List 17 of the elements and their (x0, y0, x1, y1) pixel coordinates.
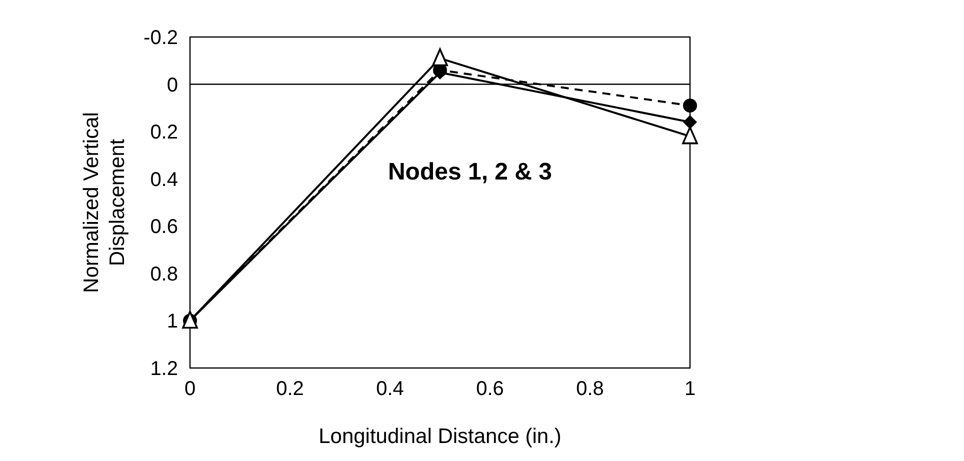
x-tick-label: 0.2 (276, 378, 304, 400)
x-tick-label: 0.6 (476, 378, 504, 400)
y-tick-label: 1 (166, 310, 178, 333)
x-tick-label: 0.4 (376, 378, 404, 400)
annotation: Nodes 1, 2 & 3 (388, 158, 552, 186)
y-axis-title: Normalized Vertical Displacement (80, 112, 129, 293)
y-tick-label: 0.2 (150, 122, 178, 144)
y-tick-label: 0 (166, 74, 178, 96)
x-axis-title: Longitudinal Distance (in.) (318, 425, 562, 448)
x-tick-label: 0 (184, 378, 196, 400)
y-tick-label: 1.2 (150, 358, 178, 380)
x-tick-label: 1 (684, 378, 696, 400)
x-tick-label: 0.8 (576, 378, 604, 400)
y-tick-label: 0.8 (150, 263, 178, 286)
y-tick-label: -0.2 (144, 27, 178, 49)
y-tick-label: 0.4 (150, 168, 178, 191)
y-tick-label: 0.6 (150, 216, 178, 238)
